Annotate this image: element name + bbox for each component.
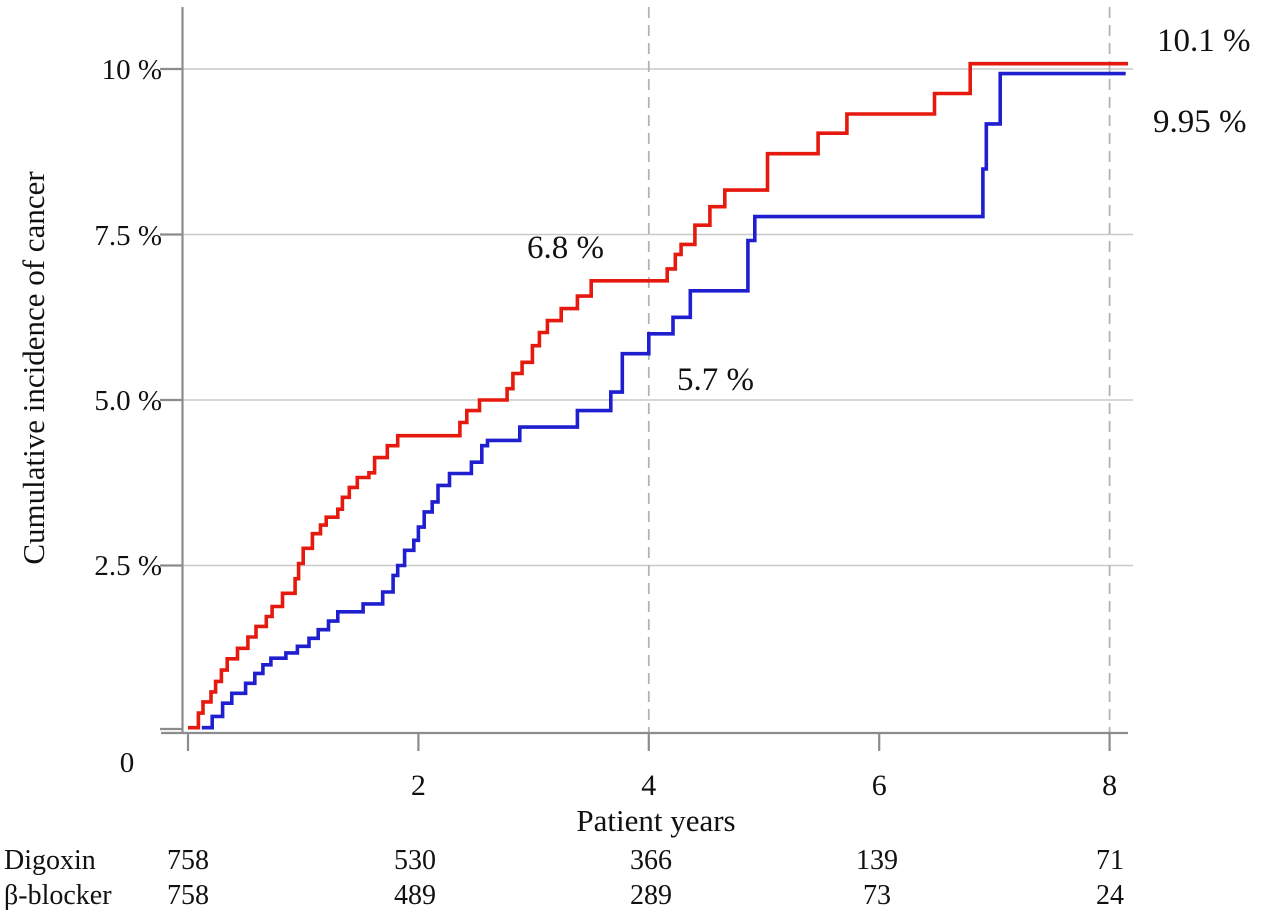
x-axis-title: Patient years [576,803,735,838]
dashed-reference-lines [647,7,1111,733]
risk-value-digoxin-year4: 366 [630,845,672,876]
y-axis-title: Cumulative incidence of cancer [16,171,51,565]
risk-table: Digoxin 758 530 366 139 71 β-blocker 758… [4,845,1124,911]
y-axis-ticks [160,67,182,731]
risk-value-digoxin-year0: 758 [167,845,209,876]
xtick-label-year6: 6 [872,769,887,802]
annotation-digoxin-midpoint: 6.8 % [527,230,604,266]
ytick-label-2-5pct: 2.5 % [94,550,162,582]
digoxin-curve [188,61,1128,730]
risk-row-label-betablocker: β-blocker [4,880,112,911]
ytick-label-5pct: 5.0 % [94,385,162,417]
xtick-label-year4: 4 [641,769,656,802]
annotation-betablocker-final: 9.95 % [1153,104,1247,140]
xtick-label-year2: 2 [411,769,426,802]
risk-value-betablocker-year4: 289 [630,880,672,911]
risk-value-betablocker-year2: 489 [394,880,436,911]
risk-row-label-digoxin: Digoxin [4,845,96,876]
ytick-label-10pct: 10 % [102,54,162,86]
x-axis-ticks [186,733,1111,751]
ytick-label-7-5pct: 7.5 % [94,220,162,252]
risk-value-digoxin-year6: 139 [856,845,898,876]
risk-value-digoxin-year8: 71 [1096,845,1124,876]
annotation-betablocker-midpoint: 5.7 % [677,362,754,398]
origin-label: 0 [120,747,135,779]
survival-curves [188,61,1128,730]
risk-value-digoxin-year2: 530 [394,845,436,876]
beta-blocker-curve [201,71,1126,730]
horizontal-gridlines [183,68,1133,567]
risk-value-betablocker-year8: 24 [1096,880,1124,911]
xtick-label-year8: 8 [1102,769,1117,802]
risk-value-betablocker-year6: 73 [863,880,891,911]
annotation-digoxin-final: 10.1 % [1157,23,1251,59]
risk-value-betablocker-year0: 758 [167,880,209,911]
